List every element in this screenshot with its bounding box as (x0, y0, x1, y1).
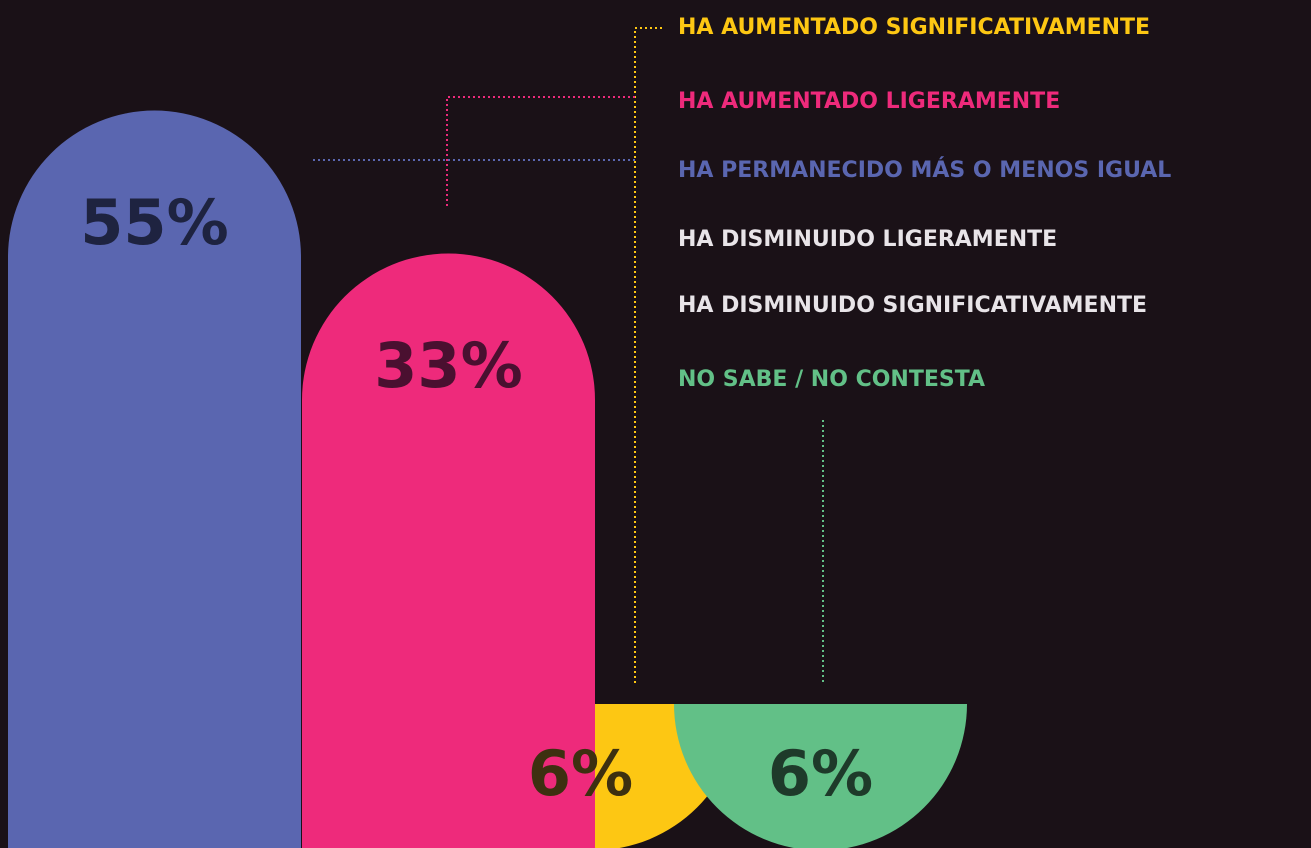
value-label: 33% (374, 329, 522, 402)
connector (446, 96, 635, 207)
legend-entry: NO SABE / NO CONTESTA (678, 367, 985, 392)
bar (8, 110, 301, 848)
value-label: 55% (80, 186, 228, 259)
connectors (312, 27, 824, 685)
legend-entry: HA PERMANECIDO MÁS O MENOS IGUAL (678, 157, 1171, 183)
value-label: 6% (528, 737, 633, 810)
bar (302, 253, 595, 848)
legend-entry: HA DISMINUIDO LIGERAMENTE (678, 227, 1057, 252)
connector (634, 27, 662, 685)
bar (674, 704, 967, 848)
legend-entry: HA AUMENTADO SIGNIFICATIVAMENTE (678, 15, 1150, 40)
value-label: 6% (768, 737, 873, 810)
legend-entry: HA AUMENTADO LIGERAMENTE (678, 89, 1060, 114)
legend-entry: HA DISMINUIDO SIGNIFICATIVAMENTE (678, 293, 1147, 318)
